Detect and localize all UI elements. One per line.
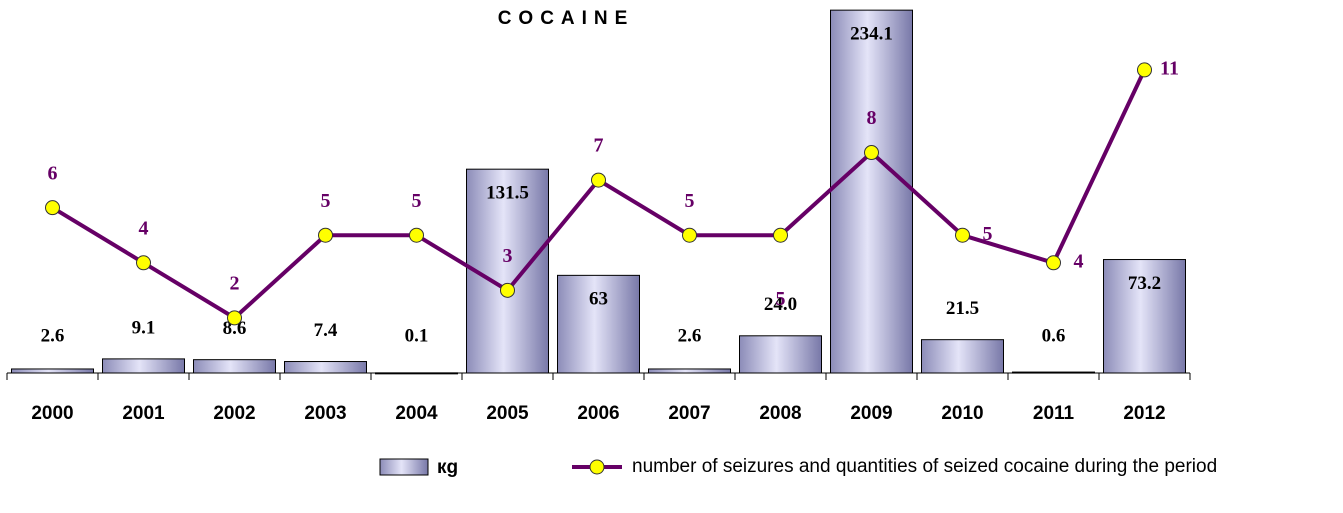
legend-swatch — [379, 458, 429, 476]
bar — [1012, 371, 1095, 374]
bar — [11, 368, 94, 374]
x-tick-label: 2008 — [759, 403, 801, 424]
bar — [921, 339, 1004, 374]
bar-label: 73.2 — [1128, 273, 1161, 294]
line-marker — [45, 200, 60, 216]
line-marker — [682, 227, 697, 243]
line-marker — [591, 172, 606, 188]
bar-label: 24.0 — [764, 294, 797, 315]
line-marker — [409, 227, 424, 243]
line-label: 3 — [503, 245, 513, 267]
bar-label: 9.1 — [132, 317, 156, 338]
bar-label: 7.4 — [314, 320, 338, 341]
bar-label: 2.6 — [678, 325, 702, 346]
x-tick-label: 2002 — [213, 403, 255, 424]
line-marker — [773, 227, 788, 243]
bar-label: 234.1 — [850, 24, 893, 45]
line-label: 5 — [685, 190, 695, 212]
bar — [466, 168, 549, 374]
line-marker — [1046, 255, 1061, 271]
x-tick-label: 2011 — [1033, 403, 1075, 424]
bar — [284, 361, 367, 374]
line-marker — [955, 227, 970, 243]
x-tick-label: 2009 — [850, 403, 892, 424]
line-label: 5 — [983, 223, 993, 245]
line-label: 4 — [139, 217, 149, 239]
line-marker — [136, 255, 151, 271]
bar — [193, 359, 276, 374]
bar-label: 131.5 — [486, 183, 529, 204]
bar — [557, 274, 640, 374]
x-tick-label: 2001 — [122, 403, 165, 424]
bar — [1103, 259, 1186, 374]
bar — [102, 358, 185, 374]
bar-label: 0.6 — [1042, 325, 1066, 346]
line-label: 8 — [867, 107, 877, 129]
bar — [830, 9, 913, 374]
bar — [739, 335, 822, 374]
line-marker — [864, 145, 879, 161]
bar-label: 2.6 — [41, 325, 65, 346]
line-label: 2 — [230, 272, 240, 294]
line-label: 6 — [48, 162, 58, 184]
bar — [375, 372, 458, 375]
bar-label: 8.6 — [223, 318, 247, 339]
x-tick-label: 2010 — [941, 403, 983, 424]
chart-title: COCAINE — [498, 8, 635, 29]
bar — [648, 368, 731, 374]
line-label: 5 — [412, 190, 422, 212]
x-tick-label: 2003 — [304, 403, 346, 424]
bar-label: 63 — [589, 289, 608, 310]
legend-label: кg — [437, 457, 458, 478]
x-tick-label: 2006 — [577, 403, 619, 424]
bar-label: 0.1 — [405, 325, 429, 346]
bar-label: 21.5 — [946, 298, 979, 319]
line-marker — [227, 310, 242, 326]
legend-label: number of seizures and quantities of sei… — [632, 456, 1218, 477]
line-label: 7 — [594, 135, 604, 157]
x-tick-label: 2000 — [31, 403, 73, 424]
x-tick-label: 2004 — [395, 403, 438, 424]
line-label: 11 — [1160, 57, 1179, 79]
line-label: 5 — [321, 190, 331, 212]
line-marker — [500, 282, 515, 298]
x-tick-label: 2012 — [1123, 403, 1165, 424]
line-label: 4 — [1074, 250, 1084, 272]
x-tick-label: 2007 — [668, 403, 710, 424]
x-tick-label: 2005 — [486, 403, 529, 424]
legend-marker — [589, 459, 605, 475]
line-marker — [318, 227, 333, 243]
line-label: 5 — [776, 288, 786, 310]
line-marker — [1137, 62, 1152, 78]
